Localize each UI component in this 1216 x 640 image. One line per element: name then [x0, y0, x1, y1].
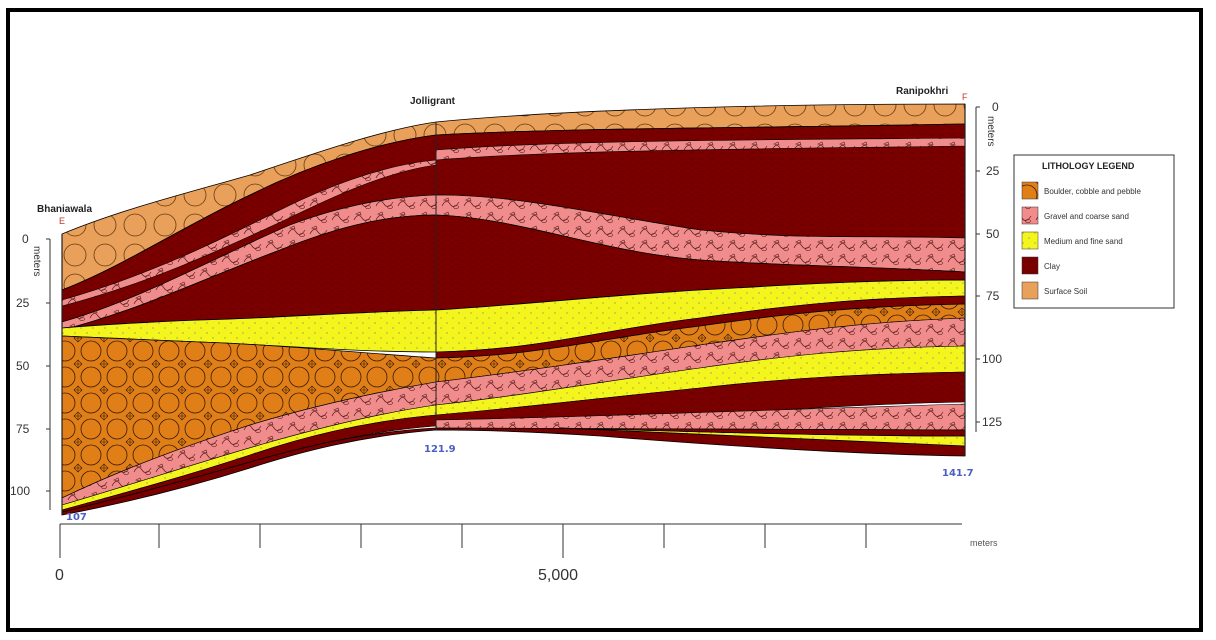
left-depth-axis: 0 25 50 75 100 meters	[10, 232, 51, 510]
left-tick-25: 25	[16, 296, 30, 310]
marker-e: E	[59, 216, 65, 226]
x-axis-unit: meters	[970, 538, 998, 548]
location-label-bhaniawala: Bhaniawala	[37, 204, 92, 215]
x-tick-5000: 5,000	[538, 567, 578, 584]
left-tick-75: 75	[16, 422, 30, 436]
legend-label-gravel: Gravel and coarse sand	[1044, 212, 1129, 221]
right-depth-axis: 0 25 50 75 100 125 meters	[975, 100, 1002, 432]
legend-swatch-soil	[1021, 281, 1039, 300]
legend-swatch-boulder	[1021, 181, 1039, 200]
distance-axis: 0 5,000 meters	[55, 523, 998, 584]
elevation-bhaniawala: 107	[66, 512, 87, 523]
legend-swatch-clay	[1021, 256, 1039, 275]
legend-label-boulder: Boulder, cobble and pebble	[1044, 187, 1142, 196]
lithology-legend: LITHOLOGY LEGEND Boulder, cobble and peb…	[1013, 154, 1175, 309]
location-label-ranipokhri: Ranipokhri	[896, 86, 948, 97]
right-tick-100: 100	[982, 352, 1002, 366]
left-tick-100: 100	[10, 484, 30, 498]
left-tick-0: 0	[22, 232, 29, 246]
strata	[61, 103, 966, 516]
elevation-jolligrant: 121.9	[424, 444, 456, 455]
right-tick-75: 75	[986, 289, 1000, 303]
legend-label-sand: Medium and fine sand	[1044, 237, 1123, 246]
right-tick-0: 0	[992, 100, 999, 114]
legend-title: LITHOLOGY LEGEND	[1042, 161, 1135, 171]
elevation-ranipokhri: 141.7	[942, 468, 974, 479]
legend-swatch-sand	[1021, 231, 1039, 250]
x-tick-0: 0	[55, 567, 64, 584]
upper-gravel-band	[61, 137, 966, 307]
left-axis-unit: meters	[31, 246, 42, 277]
legend-swatch-gravel	[1021, 206, 1039, 225]
marker-f: F	[962, 92, 968, 102]
legend-label-clay: Clay	[1044, 262, 1060, 271]
right-tick-50: 50	[986, 227, 1000, 241]
right-tick-125: 125	[982, 415, 1002, 429]
right-tick-25: 25	[986, 164, 1000, 178]
right-axis-unit: meters	[985, 116, 996, 147]
left-tick-50: 50	[16, 359, 30, 373]
legend-label-soil: Surface Soil	[1044, 287, 1087, 296]
location-label-jolligrant: Jolligrant	[410, 96, 456, 107]
